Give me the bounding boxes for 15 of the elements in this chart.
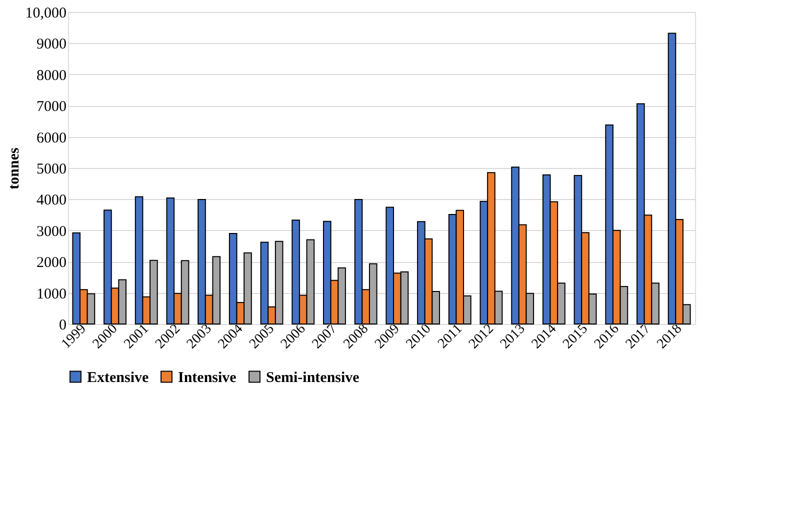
x-tick-label: 2011 [435,322,466,352]
y-tick-label: 8000 [36,68,66,84]
y-tick-label: 4000 [36,192,66,209]
legend-label: Semi-intensive [266,370,360,386]
y-tick-label: 5000 [36,162,66,178]
y-tick-label: 6000 [36,130,66,146]
y-axis-title: tonnes [6,148,22,190]
y-tick-label: 9000 [36,36,66,53]
y-tick-label: 1000 [36,286,66,302]
legend-label: Intensive [178,370,237,386]
y-tick-label: 10,000 [25,6,66,22]
y-tick-label: 7000 [36,99,66,116]
y-tick-label: 2000 [36,255,66,272]
legend-label: Extensive [87,370,150,386]
y-tick-label: 3000 [36,224,66,240]
